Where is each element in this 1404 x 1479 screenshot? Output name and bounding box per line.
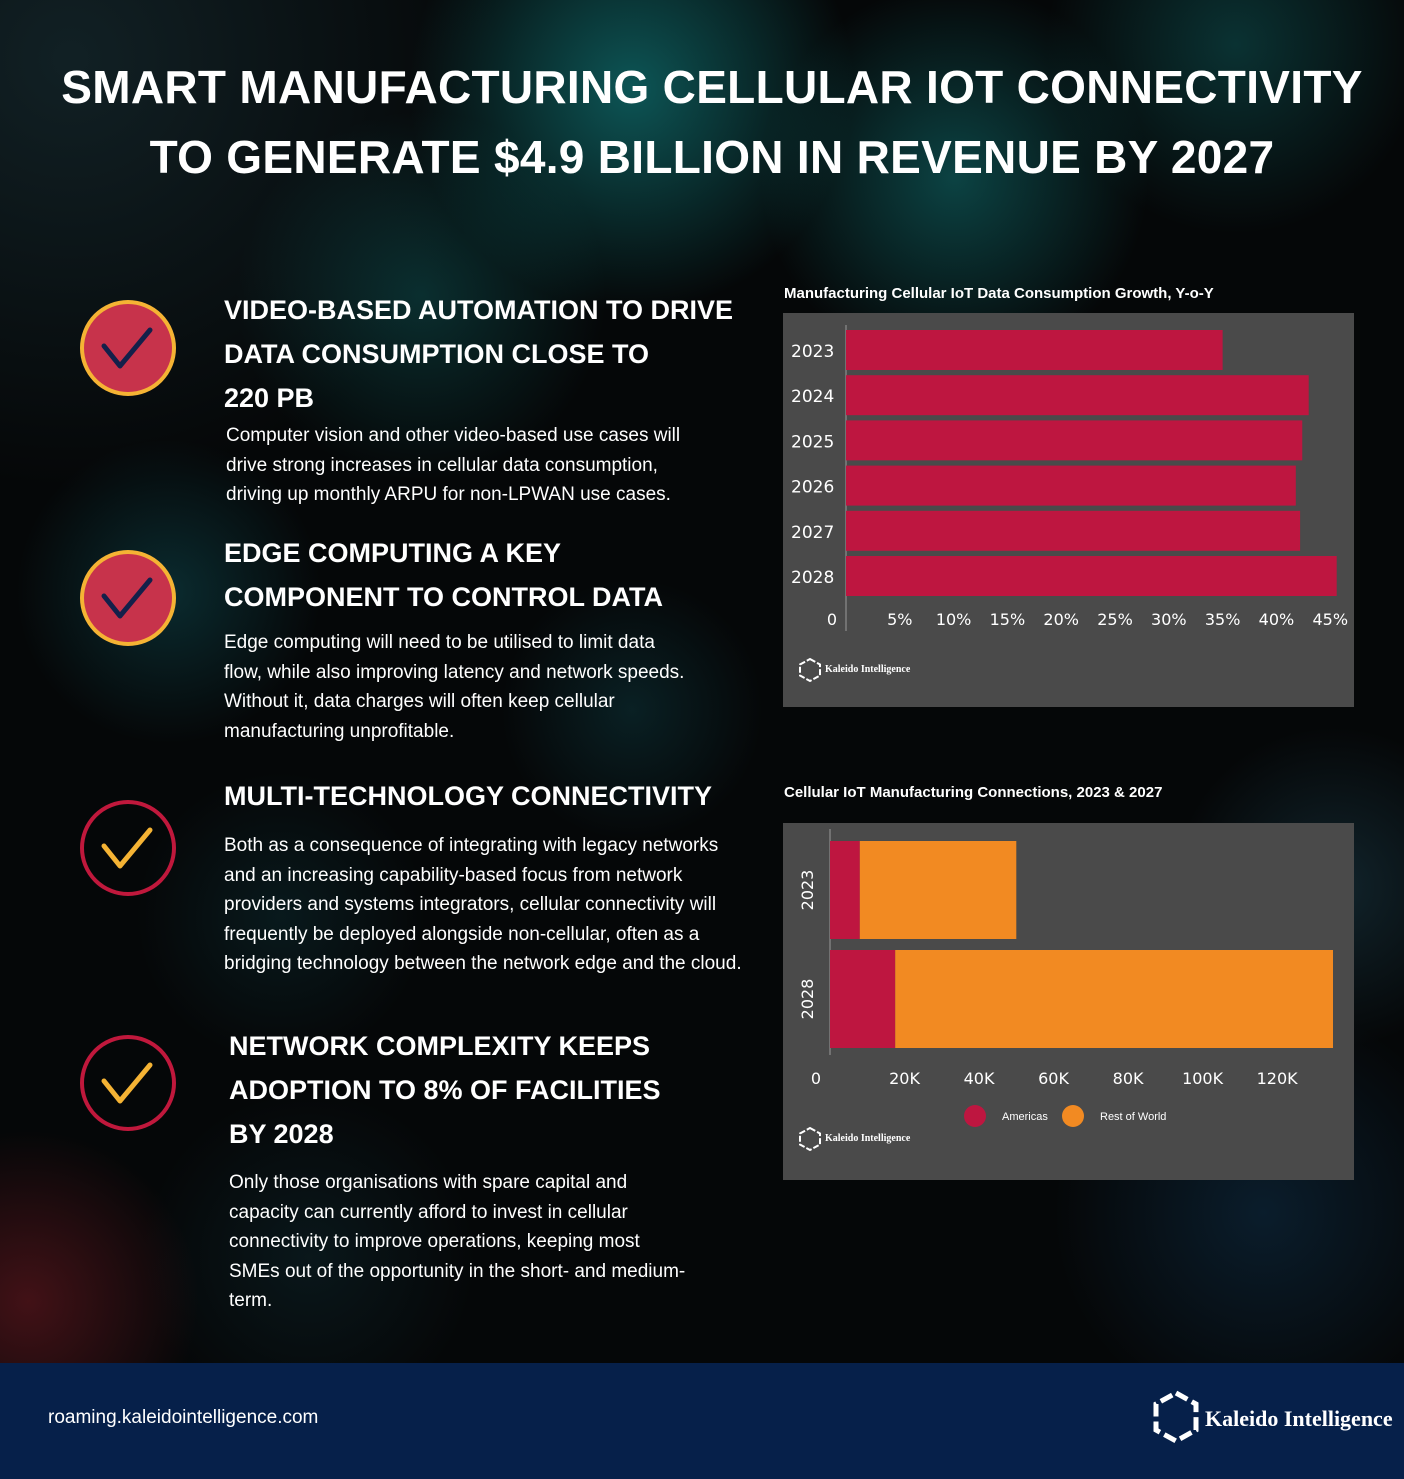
chart1-panel: 2023 2024 2025 2026 2027 2028 0 5% 10% 15% 20% 25% 3… [783,313,1354,707]
x-tick-label: 100K [1182,1069,1224,1088]
item-body: Edge computing will need to be utilised … [224,632,685,742]
bar [846,375,1309,416]
bar [846,420,1303,461]
y-tick-label: 2023 [798,870,817,911]
x-tick-label: 30% [1151,610,1187,629]
chart2-title: Cellular IoT Manufacturing Connections, … [784,784,1163,801]
chart2-panel: 2023 2028 0 20K 40K 60K 80K 100K 120K Americas Res… [783,823,1354,1180]
bar [846,556,1337,596]
item-body: Computer vision and other video-based us… [226,425,681,505]
legend-label: Americas [1002,1111,1048,1123]
item-body: Both as a consequence of integrating wit… [224,835,742,974]
chart1-title: Manufacturing Cellular IoT Data Consumpt… [784,285,1214,302]
x-tick-label: 10% [936,610,972,629]
footer-url[interactable]: roaming.kaleidointelligence.com [48,1407,319,1428]
bar [846,465,1296,506]
item-body: Only those organisations with spare capi… [229,1172,686,1311]
item-heading: VIDEO-BASED AUTOMATION TO DRIVE DATA CON… [224,295,734,413]
bar [846,510,1301,551]
x-tick-label: 35% [1205,610,1241,629]
x-tick-label: 20% [1043,610,1079,629]
watermark-text: Kaleido Intelligence [825,1133,911,1144]
legend-label: Rest of World [1100,1111,1166,1123]
bar-segment [830,950,896,1048]
x-tick-label: 45% [1312,610,1348,629]
item-heading: EDGE COMPUTING A KEY COMPONENT TO CONTRO… [224,538,663,612]
checkmark-icon [101,577,153,619]
kaleido-hexagon-logo-icon [1153,1390,1199,1444]
page-title: SMART MANUFACTURING CELLULAR IOT CONNECT… [40,52,1384,192]
bar [846,330,1223,370]
checkmark-badge [80,300,176,396]
bar-segment [859,841,1017,939]
x-tick-label: 5% [887,610,912,629]
checkmark-badge [80,1035,176,1131]
x-tick-label: 60K [1038,1069,1069,1088]
x-tick-label: 0 [811,1069,821,1088]
x-tick-label: 20K [889,1069,920,1088]
x-tick-label: 40% [1259,610,1295,629]
y-tick-label: 2027 [791,523,834,543]
checkmark-icon [101,1062,153,1104]
legend-swatch [1062,1105,1084,1127]
chart1-svg: 2023 2024 2025 2026 2027 2028 0 5% 10% 15% 20% 25% 3… [791,325,1348,631]
bar-segment [895,950,1333,1048]
y-tick-label: 2028 [791,568,834,588]
x-tick-label: 40K [964,1069,995,1088]
x-tick-label: 0 [827,610,837,629]
item-heading: MULTI-TECHNOLOGY CONNECTIVITY [224,781,712,811]
y-tick-label: 2028 [798,979,817,1020]
x-tick-label: 120K [1257,1069,1299,1088]
title-line-2: TO GENERATE $4.9 BILLION IN REVENUE BY 2… [149,131,1275,183]
hexagon-logo-icon [799,657,821,683]
y-tick-label: 2024 [791,387,834,407]
hexagon-logo-icon [799,1126,821,1152]
chart2-svg: 2023 2028 0 20K 40K 60K 80K 100K 120K Americas Res… [798,829,1333,1127]
y-tick-label: 2025 [791,432,834,452]
title-line-1: SMART MANUFACTURING CELLULAR IOT CONNECT… [61,61,1363,113]
y-tick-label: 2026 [791,478,834,498]
watermark-text: Kaleido Intelligence [825,664,911,675]
x-tick-label: 15% [990,610,1026,629]
checkmark-badge [80,550,176,646]
x-tick-label: 80K [1113,1069,1144,1088]
footer: roaming.kaleidointelligence.com Kaleido … [0,1363,1404,1479]
y-tick-label: 2023 [791,342,834,362]
bar-segment [830,841,860,939]
checkmark-icon [101,827,153,869]
checkmark-badge [80,800,176,896]
x-tick-label: 25% [1097,610,1133,629]
item-heading: NETWORK COMPLEXITY KEEPS ADOPTION TO 8% … [229,1031,661,1149]
legend-swatch [964,1105,986,1127]
footer-brand: Kaleido Intelligence [1205,1406,1393,1431]
checkmark-icon [101,327,153,369]
